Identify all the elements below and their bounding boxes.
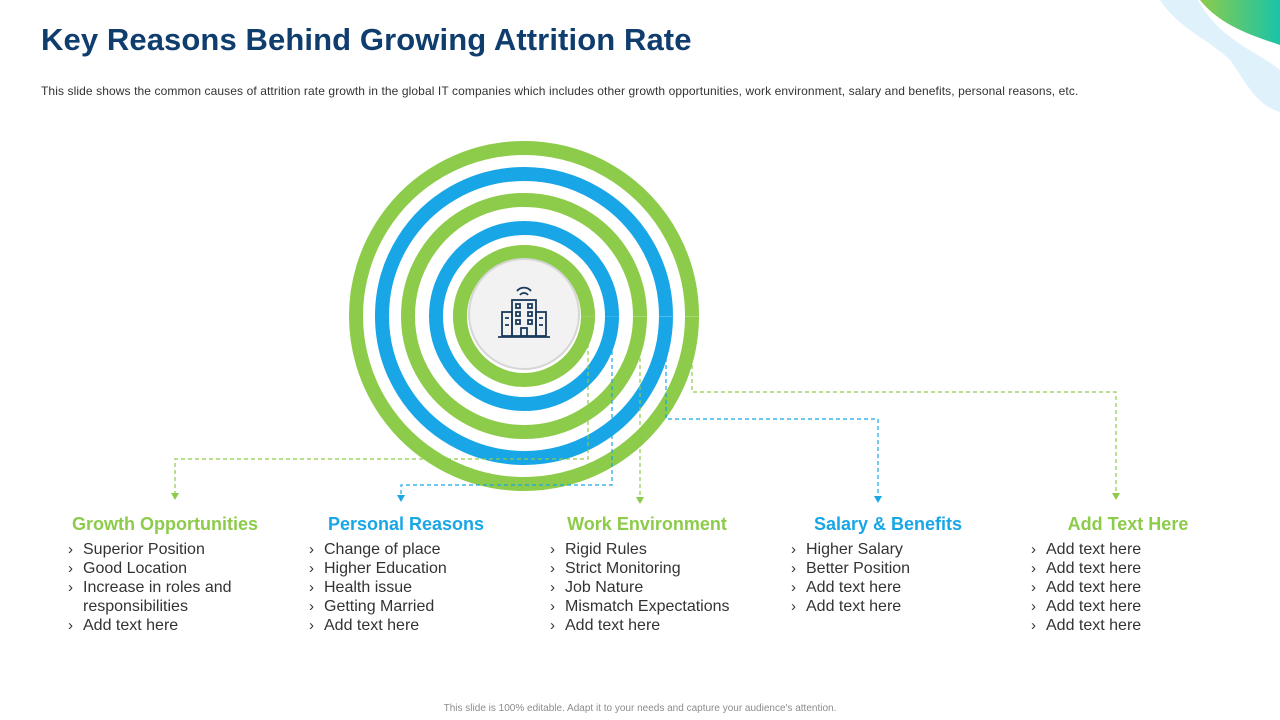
chevron-right-icon: › xyxy=(1031,579,1036,596)
column-title: Work Environment xyxy=(567,514,727,534)
dot-addtext xyxy=(688,320,696,328)
column-title: Growth Opportunities xyxy=(72,514,258,534)
list-item: › Increase in roles and responsibilities xyxy=(68,579,232,615)
list-item: › Add text here xyxy=(1031,598,1142,615)
list-item: › Add text here xyxy=(1031,541,1142,558)
page-title: Key Reasons Behind Growing Attrition Rat… xyxy=(41,22,692,57)
dot-growth xyxy=(584,320,592,328)
chevron-right-icon: › xyxy=(309,541,314,558)
connector-salary xyxy=(665,330,879,496)
list-item: › Add text here xyxy=(1031,579,1142,596)
chevron-right-icon: › xyxy=(791,579,796,596)
list-item: › Job Nature xyxy=(550,579,644,596)
arrow-addtext xyxy=(1112,493,1120,500)
chevron-right-icon: › xyxy=(1031,560,1036,577)
office-building-icon xyxy=(498,286,550,338)
column-work-environment: Work Environment › Rigid Rules › Strict Mo… xyxy=(547,514,777,635)
column-list: › Change of place › Higher Education › Heal… xyxy=(309,540,536,635)
arc-growth xyxy=(453,245,595,388)
concentric-arcs xyxy=(349,141,699,492)
arc-personal xyxy=(429,221,619,412)
chevron-right-icon: › xyxy=(550,598,555,615)
corner-decoration xyxy=(1160,0,1280,112)
chevron-right-icon: › xyxy=(1031,598,1036,615)
list-item: › Superior Position xyxy=(68,541,205,558)
chevron-right-icon: › xyxy=(68,579,73,596)
dot-work xyxy=(636,320,644,328)
arrow-growth xyxy=(171,493,179,500)
chevron-right-icon: › xyxy=(550,617,555,634)
connector-addtext xyxy=(691,330,1117,494)
center-circle xyxy=(468,258,580,370)
chevron-right-icon: › xyxy=(550,541,555,558)
list-item: › Mismatch Expectations xyxy=(550,598,730,615)
footer-note: This slide is 100% editable. Adapt it to… xyxy=(443,703,837,714)
list-item: › Change of place xyxy=(309,541,441,558)
arrow-salary xyxy=(874,496,882,503)
column-personal-reasons: Personal Reasons › Change of place › Highe… xyxy=(306,514,536,635)
reason-columns: Growth Opportunities › Superior Position … xyxy=(0,514,1280,654)
chevron-right-icon: › xyxy=(68,560,73,577)
column-title: Add Text Here xyxy=(1067,514,1189,534)
column-title: Personal Reasons xyxy=(327,514,485,534)
list-item: › Good Location xyxy=(68,560,188,577)
arrow-personal xyxy=(397,495,405,502)
chevron-right-icon: › xyxy=(791,560,796,577)
arc-addtext xyxy=(349,141,699,492)
list-item: › Strict Monitoring xyxy=(550,560,681,577)
list-item: › Add text here xyxy=(1031,560,1142,577)
chevron-right-icon: › xyxy=(309,560,314,577)
list-item: › Getting Married xyxy=(309,598,435,615)
list-item: › Higher Education xyxy=(309,560,447,577)
list-item: › Better Position xyxy=(791,560,911,577)
chevron-right-icon: › xyxy=(550,579,555,596)
list-item: › Higher Salary xyxy=(791,541,903,558)
column-title: Salary & Benefits xyxy=(813,514,963,534)
chevron-right-icon: › xyxy=(550,560,555,577)
chevron-right-icon: › xyxy=(68,541,73,558)
chevron-right-icon: › xyxy=(68,617,73,634)
column-add-text-here: Add Text Here › Add text here › Add text h… xyxy=(1028,514,1258,635)
chevron-right-icon: › xyxy=(791,598,796,615)
column-growth-opportunities: Growth Opportunities › Superior Position … xyxy=(65,514,295,635)
dot-personal xyxy=(608,320,616,328)
list-item: › Add text here xyxy=(1031,617,1142,634)
chevron-right-icon: › xyxy=(1031,617,1036,634)
chevron-right-icon: › xyxy=(309,579,314,596)
chevron-right-icon: › xyxy=(1031,541,1036,558)
column-list: › Superior Position › Good Location › Incre… xyxy=(68,540,295,635)
list-item: › Add text here xyxy=(68,617,179,634)
chevron-right-icon: › xyxy=(791,541,796,558)
list-item: › Add text here xyxy=(309,617,420,634)
page-subtitle: This slide shows the common causes of at… xyxy=(41,84,1079,98)
list-item: › Add text here xyxy=(791,579,902,596)
column-list: › Add text here › Add text here › Add text … xyxy=(1031,540,1258,635)
list-item: › Health issue xyxy=(309,579,413,596)
chevron-right-icon: › xyxy=(309,598,314,615)
connector-personal xyxy=(400,330,613,495)
chevron-right-icon: › xyxy=(309,617,314,634)
arc-salary xyxy=(375,167,673,466)
list-item: › Rigid Rules xyxy=(550,541,647,558)
column-list: › Rigid Rules › Strict Monitoring › Job Nat… xyxy=(550,540,777,635)
connector-growth xyxy=(174,330,589,494)
dot-salary xyxy=(662,320,670,328)
list-item: › Add text here xyxy=(550,617,661,634)
list-item: › Add text here xyxy=(791,598,902,615)
column-list: › Higher Salary › Better Position › Add tex… xyxy=(791,540,1018,616)
arc-work xyxy=(401,193,647,440)
arrow-work xyxy=(636,497,644,504)
column-salary-benefits: Salary & Benefits › Higher Salary › Better… xyxy=(788,514,1018,616)
